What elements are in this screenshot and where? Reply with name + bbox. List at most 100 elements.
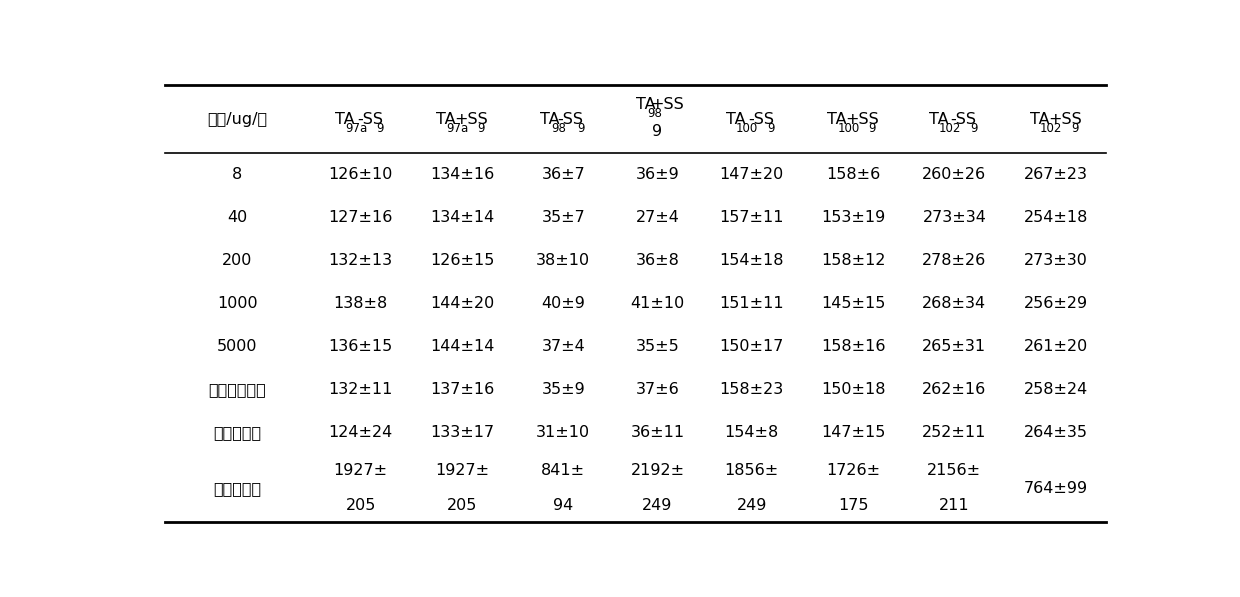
Text: 31±10: 31±10 bbox=[536, 426, 590, 441]
Text: 2156±: 2156± bbox=[928, 463, 982, 478]
Text: 134±14: 134±14 bbox=[430, 210, 494, 225]
Text: 144±14: 144±14 bbox=[430, 339, 495, 355]
Text: 37±4: 37±4 bbox=[542, 339, 585, 355]
Text: 36±11: 36±11 bbox=[630, 426, 684, 441]
Text: 150±18: 150±18 bbox=[821, 383, 885, 398]
Text: 1856±: 1856± bbox=[724, 463, 779, 478]
Text: 98: 98 bbox=[647, 107, 662, 119]
Text: 137±16: 137±16 bbox=[430, 383, 494, 398]
Text: 205: 205 bbox=[446, 498, 477, 513]
Text: 35±9: 35±9 bbox=[542, 383, 585, 398]
Text: 126±10: 126±10 bbox=[329, 167, 393, 182]
Text: TA: TA bbox=[929, 112, 949, 127]
Text: 200: 200 bbox=[222, 253, 253, 268]
Text: 102: 102 bbox=[1040, 122, 1063, 134]
Text: 100: 100 bbox=[837, 122, 859, 134]
Text: 136±15: 136±15 bbox=[329, 339, 393, 355]
Text: 258±24: 258±24 bbox=[1023, 383, 1087, 398]
Text: TA: TA bbox=[1030, 112, 1049, 127]
Text: 97a: 97a bbox=[446, 122, 469, 134]
Text: 256±29: 256±29 bbox=[1024, 296, 1087, 311]
Text: 249: 249 bbox=[642, 498, 673, 513]
Text: 27±4: 27±4 bbox=[636, 210, 680, 225]
Text: 273±34: 273±34 bbox=[923, 210, 986, 225]
Text: 41±10: 41±10 bbox=[630, 296, 684, 311]
Text: 98: 98 bbox=[552, 122, 565, 134]
Text: 40: 40 bbox=[227, 210, 248, 225]
Text: 150±17: 150±17 bbox=[719, 339, 784, 355]
Text: 9: 9 bbox=[869, 122, 877, 134]
Text: 8: 8 bbox=[232, 167, 243, 182]
Text: 254±18: 254±18 bbox=[1023, 210, 1087, 225]
Text: TA: TA bbox=[636, 97, 656, 112]
Text: TA: TA bbox=[335, 112, 355, 127]
Text: 阳性对照组: 阳性对照组 bbox=[213, 481, 262, 496]
Text: 35±5: 35±5 bbox=[636, 339, 680, 355]
Text: 1927±: 1927± bbox=[334, 463, 388, 478]
Text: 267±23: 267±23 bbox=[1024, 167, 1087, 182]
Text: 9: 9 bbox=[652, 124, 662, 139]
Text: 158±16: 158±16 bbox=[821, 339, 885, 355]
Text: -SS: -SS bbox=[951, 112, 977, 127]
Text: 97a: 97a bbox=[345, 122, 367, 134]
Text: 100: 100 bbox=[737, 122, 759, 134]
Text: 9: 9 bbox=[970, 122, 977, 134]
Text: TA: TA bbox=[436, 112, 456, 127]
Text: 262±16: 262±16 bbox=[923, 383, 987, 398]
Text: TA: TA bbox=[539, 112, 559, 127]
Text: -SS: -SS bbox=[748, 112, 774, 127]
Text: 261±20: 261±20 bbox=[1023, 339, 1087, 355]
Text: 36±7: 36±7 bbox=[542, 167, 585, 182]
Text: 268±34: 268±34 bbox=[923, 296, 987, 311]
Text: 144±20: 144±20 bbox=[430, 296, 494, 311]
Text: 9: 9 bbox=[768, 122, 775, 134]
Text: 5000: 5000 bbox=[217, 339, 258, 355]
Text: 127±16: 127±16 bbox=[329, 210, 393, 225]
Text: 溶剂对照组: 溶剂对照组 bbox=[213, 426, 262, 441]
Text: -SS: -SS bbox=[558, 112, 584, 127]
Text: 154±8: 154±8 bbox=[724, 426, 779, 441]
Text: 158±6: 158±6 bbox=[826, 167, 880, 182]
Text: 175: 175 bbox=[838, 498, 868, 513]
Text: 134±16: 134±16 bbox=[430, 167, 494, 182]
Text: 205: 205 bbox=[346, 498, 376, 513]
Text: 158±12: 158±12 bbox=[821, 253, 885, 268]
Text: TA: TA bbox=[727, 112, 745, 127]
Text: 158±23: 158±23 bbox=[719, 383, 784, 398]
Text: 38±10: 38±10 bbox=[536, 253, 590, 268]
Text: 252±11: 252±11 bbox=[923, 426, 987, 441]
Text: 264±35: 264±35 bbox=[1024, 426, 1087, 441]
Text: 211: 211 bbox=[939, 498, 970, 513]
Text: 9: 9 bbox=[376, 122, 383, 134]
Text: 剂量/ug/皿: 剂量/ug/皿 bbox=[207, 112, 268, 127]
Text: 126±15: 126±15 bbox=[430, 253, 495, 268]
Text: 154±18: 154±18 bbox=[719, 253, 784, 268]
Text: +SS: +SS bbox=[846, 112, 879, 127]
Text: 35±7: 35±7 bbox=[542, 210, 585, 225]
Text: 278±26: 278±26 bbox=[923, 253, 987, 268]
Text: 1000: 1000 bbox=[217, 296, 258, 311]
Text: 36±8: 36±8 bbox=[636, 253, 680, 268]
Text: 841±: 841± bbox=[541, 463, 585, 478]
Text: +SS: +SS bbox=[1048, 112, 1083, 127]
Text: 102: 102 bbox=[939, 122, 961, 134]
Text: 36±9: 36±9 bbox=[636, 167, 680, 182]
Text: 37±6: 37±6 bbox=[636, 383, 680, 398]
Text: 764±99: 764±99 bbox=[1024, 481, 1087, 496]
Text: 9: 9 bbox=[477, 122, 485, 134]
Text: +SS: +SS bbox=[650, 97, 683, 112]
Text: 2192±: 2192± bbox=[630, 463, 684, 478]
Text: 260±26: 260±26 bbox=[923, 167, 987, 182]
Text: 153±19: 153±19 bbox=[821, 210, 885, 225]
Text: 132±13: 132±13 bbox=[329, 253, 393, 268]
Text: 157±11: 157±11 bbox=[719, 210, 784, 225]
Text: 265±31: 265±31 bbox=[923, 339, 987, 355]
Text: 273±30: 273±30 bbox=[1024, 253, 1087, 268]
Text: 151±11: 151±11 bbox=[719, 296, 784, 311]
Text: 94: 94 bbox=[553, 498, 573, 513]
Text: 145±15: 145±15 bbox=[821, 296, 885, 311]
Text: 249: 249 bbox=[737, 498, 768, 513]
Text: 40±9: 40±9 bbox=[542, 296, 585, 311]
Text: 133±17: 133±17 bbox=[430, 426, 494, 441]
Text: 9: 9 bbox=[1071, 122, 1079, 134]
